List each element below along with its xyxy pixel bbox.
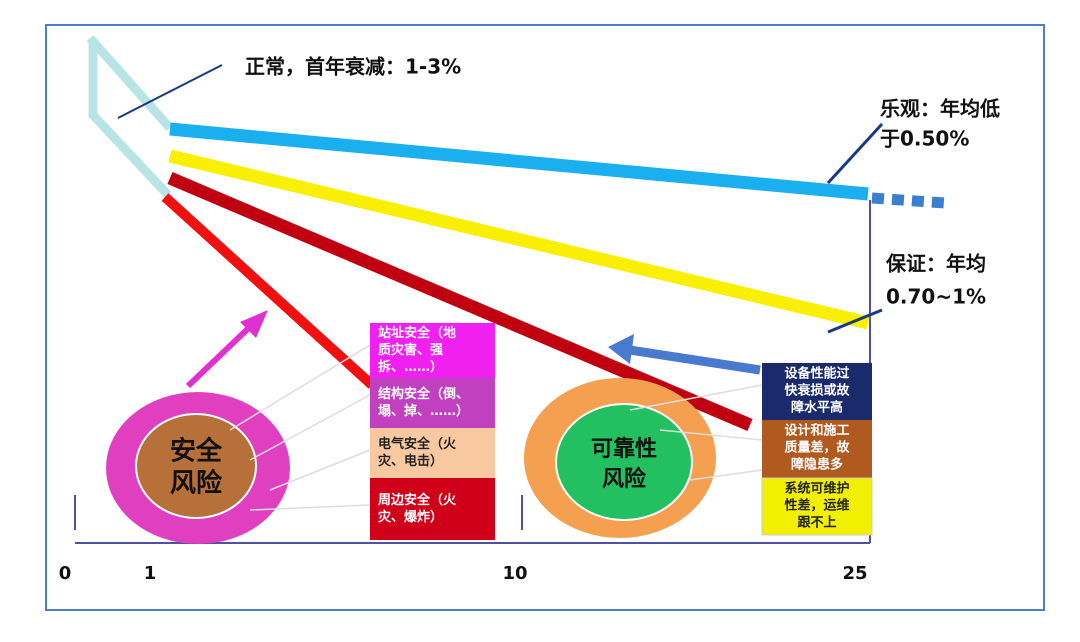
circle-label: 风险 [602,466,647,492]
arrow [629,345,761,375]
box-text: 跟不上 [797,516,836,531]
box [762,420,872,478]
box-text: 结构安全（倒、 [378,386,469,402]
arrow-head [240,310,268,338]
box [761,477,873,536]
leader [826,122,884,185]
circle-label: 风险 [170,468,223,499]
axis-label: 0 [59,563,72,584]
axis-label: 1 [144,563,157,584]
circle-label: 安全 [170,436,223,467]
safety-core [135,413,257,519]
box-text: 塌、掉、……） [378,403,469,419]
annotation: 于0.50% [880,127,969,151]
box [370,428,495,478]
connectors [229,344,763,511]
box-text: 质量差，故 [784,440,850,456]
leader [117,64,223,119]
box [370,323,495,378]
box-text: 灾、电击） [378,453,443,469]
annotation: 0.70~1% [886,285,986,309]
reliability-core [555,403,693,521]
box-text: 质灾害、强 [378,342,443,358]
box-text: 设计和施工 [784,423,849,439]
normal-line [86,35,174,131]
axis-label: 25 [842,563,867,584]
axis-label: 10 [502,563,527,584]
leader [827,308,883,334]
annotation: 保证：年均 [885,252,986,276]
box-text: 电气安全（火 [378,436,457,452]
safety-line [161,193,376,389]
box [370,378,495,428]
box-text: 系统可维护 [784,481,849,497]
annotation: 正常，首年衰减：1-3% [245,55,461,79]
normal-line [88,42,172,199]
box-text: 性差，运维 [784,498,849,514]
annotation: 乐观：年均低 [880,97,1000,121]
box-text: 灾、爆炸） [378,509,443,525]
box [370,478,495,540]
arrow-head [608,334,634,364]
box-text: 站址安全（地 [378,325,456,341]
guaranteed-line [168,149,870,330]
optimistic-dash [871,192,946,209]
box-text: 周边安全（火 [378,492,457,508]
box-text: 拆、……） [378,359,443,375]
optimistic-line [169,122,869,201]
box-text: 障隐患多 [791,457,843,473]
arrow [185,319,258,389]
box-text: 设备性能过 [784,366,849,382]
box-text: 障水平高 [791,400,843,416]
box-text: 快衰损或故 [784,383,850,399]
box [762,363,872,420]
circle-label: 可靠性 [591,437,657,462]
